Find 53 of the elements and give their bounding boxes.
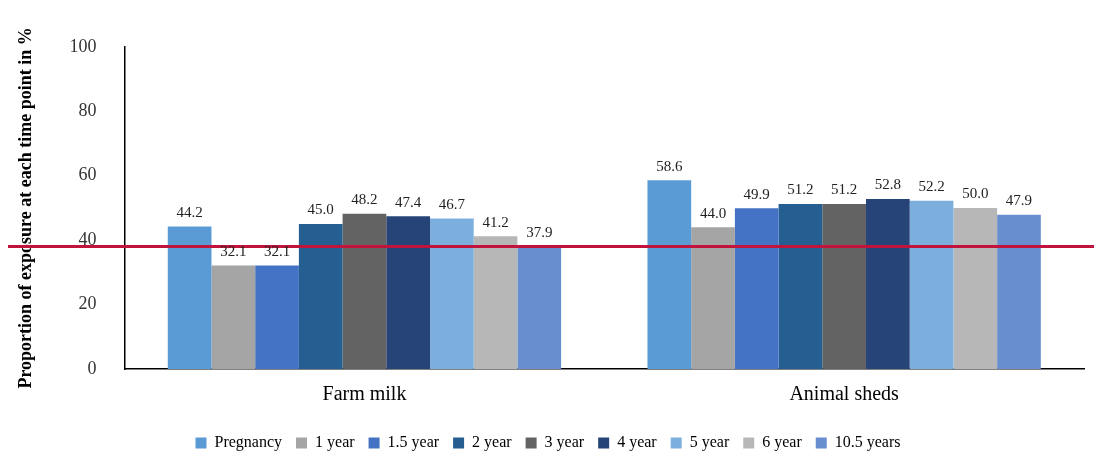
bar — [517, 246, 562, 369]
legend-label: 5 year — [689, 433, 730, 452]
bar — [298, 224, 343, 369]
bar — [647, 180, 692, 369]
bar — [430, 218, 474, 369]
text: 58.6 — [656, 157, 683, 174]
y-tick-label: 40 — [78, 228, 97, 249]
bar — [691, 227, 735, 369]
text: 32.1 — [220, 243, 247, 260]
text: 44.0 — [699, 204, 727, 221]
bar — [734, 208, 779, 369]
text: 52.8 — [874, 176, 901, 193]
legend-label: 1.5 year — [387, 433, 440, 452]
bar — [211, 265, 256, 369]
text: 51.2 — [831, 181, 858, 198]
y-tick-label: 60 — [78, 164, 97, 185]
bar — [473, 236, 518, 369]
text: 47.4 — [395, 193, 422, 210]
y-tick-label: 20 — [78, 293, 97, 314]
bar — [255, 265, 299, 369]
legend-label: Pregnancy — [214, 433, 283, 452]
text: 41.2 — [482, 213, 509, 230]
text: 51.2 — [787, 181, 814, 198]
text: 50.0 — [962, 185, 989, 202]
text: 32.1 — [263, 243, 291, 260]
legend-label: 3 year — [544, 433, 585, 452]
text: 44.2 — [176, 204, 203, 221]
bar — [866, 198, 910, 369]
bar — [953, 207, 998, 369]
text: 48.2 — [351, 191, 378, 208]
text: 49.9 — [743, 185, 770, 202]
legend-label: 2 year — [472, 433, 513, 452]
legend-label: 1 year — [315, 433, 356, 452]
text: 47.9 — [1005, 192, 1033, 209]
legend-label: 4 year — [617, 433, 658, 452]
y-tick-label: 80 — [78, 99, 97, 120]
x-tick-label: Animal sheds — [789, 382, 900, 405]
bar — [822, 204, 866, 369]
bar — [997, 214, 1041, 369]
text: 37.9 — [526, 224, 553, 241]
y-tick-label: 0 — [87, 357, 97, 378]
bar — [386, 216, 431, 369]
text: 52.2 — [918, 178, 945, 195]
bar — [167, 226, 212, 369]
y-tick-label: 100 — [69, 35, 97, 56]
legend-label: 6 year — [762, 433, 803, 452]
bar — [909, 200, 954, 369]
bar — [778, 204, 823, 369]
text: 46.7 — [438, 195, 465, 212]
legend-label: 10.5 years — [834, 433, 901, 452]
text: 45.0 — [307, 201, 334, 218]
x-tick-label: Farm milk — [322, 382, 407, 405]
bar — [342, 213, 387, 369]
